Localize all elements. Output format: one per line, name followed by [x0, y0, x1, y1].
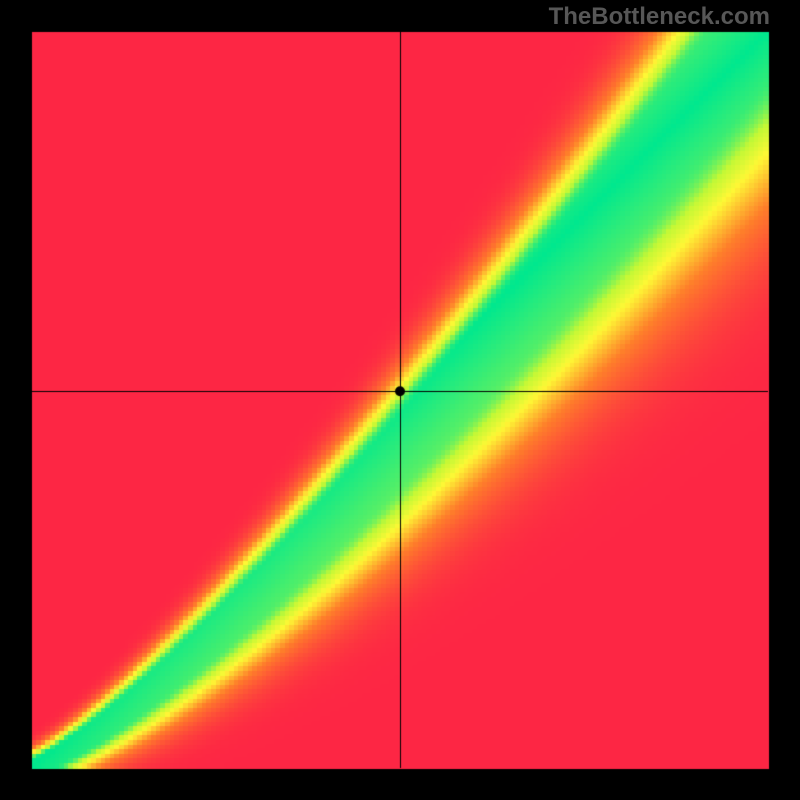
watermark-text: TheBottleneck.com [549, 3, 770, 31]
chart-container: TheBottleneck.com [0, 0, 800, 800]
bottleneck-heatmap [0, 0, 800, 800]
